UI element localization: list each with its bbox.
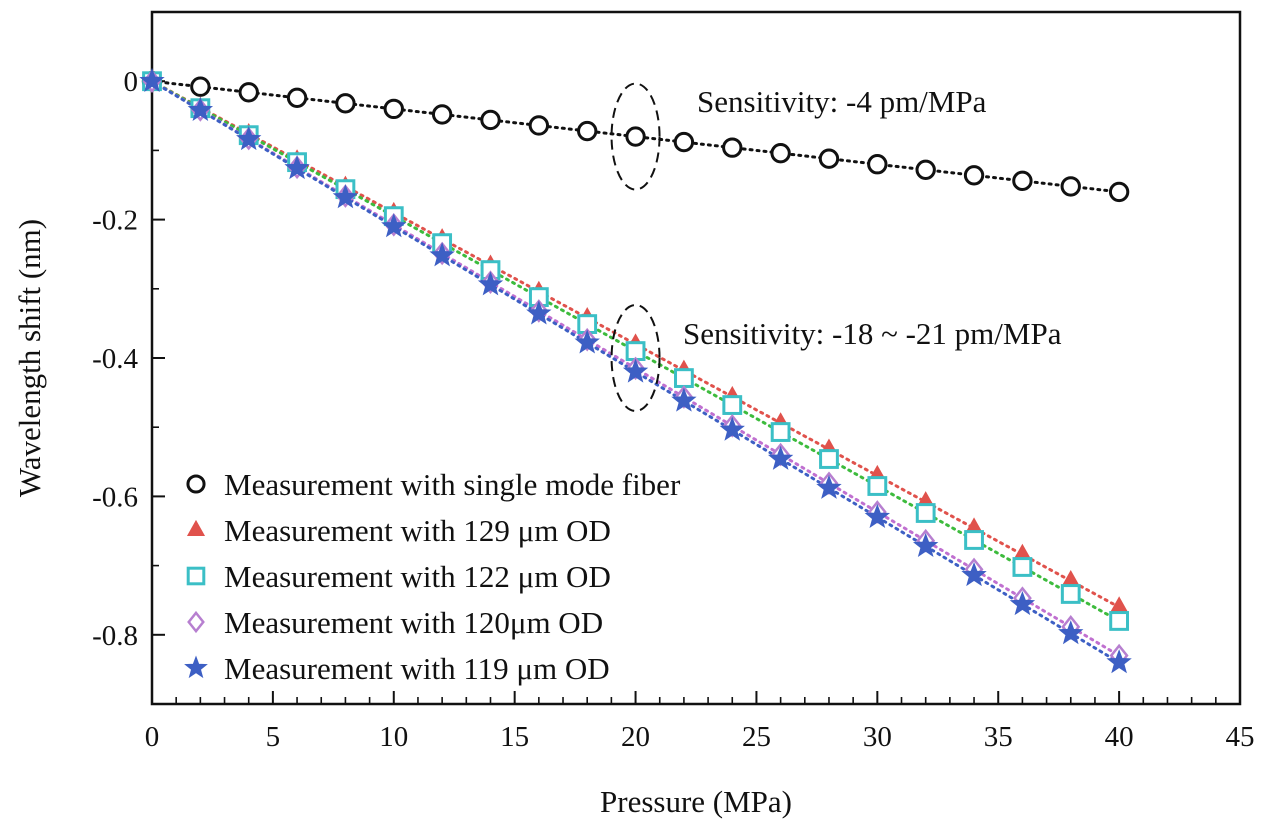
x-tick-label: 5 [266,721,281,753]
legend-label: Measurement with 129 μm OD [224,513,611,548]
x-tick-label: 30 [863,721,892,753]
data-point-circle [528,115,550,136]
data-point-circle [480,109,501,131]
fit-line [150,79,1121,609]
data-point-star [1009,591,1036,616]
ticks-layer: 0 5 10 15 20 25 30 35 40 45 0 -0.2 -0.4 -0.6 -0.8 [92,11,1255,753]
data-point-star [1106,649,1132,674]
data-point-circle [673,131,695,153]
data-point-star [477,271,504,296]
data-point-square [964,530,984,550]
data-point-square [770,422,791,442]
data-point-circle [915,159,936,180]
data-point-circle [286,87,308,108]
annotations-layer: Sensitivity: -4 pm/MPa Sensitivity: -18 ~… [683,84,1062,351]
data-point-star [671,387,697,412]
data-point-star [719,416,745,441]
data-point-star [913,532,939,558]
data-point-star [332,184,359,209]
data-point-circle [383,98,404,120]
y-tick-label: -0.8 [92,620,138,652]
legend-label: Measurement with 119 μm OD [224,651,610,686]
x-tick-label: 45 [1226,721,1255,753]
y-axis-title: Wavelength shift (nm) [12,219,47,497]
legend-marker-diamond [187,610,205,634]
data-point-circle [722,137,743,158]
legend-marker-circle [186,474,206,494]
x-tick-label: 0 [145,721,160,753]
legend-label: Measurement with 120μm OD [224,605,603,640]
data-point-star [574,329,600,354]
x-tick-label: 25 [742,721,771,753]
data-point-star [284,155,310,180]
y-tick-label: 0 [124,66,139,98]
legend-marker-triangle [186,519,206,536]
data-point-circle [1012,170,1033,192]
legend-marker-star [184,655,208,679]
x-tick-label: 40 [1105,721,1134,753]
fit-line [150,79,1121,664]
data-point-square [1060,584,1081,604]
fit-line [150,79,1121,194]
annotation-text: Sensitivity: -4 pm/MPa [697,84,987,119]
x-tick-label: 35 [984,721,1013,753]
data-point-star [622,358,649,383]
data-point-star [816,474,842,499]
legend: Measurement with single mode fiber Measur… [184,467,681,686]
data-point-star [864,503,891,528]
data-point-square [1012,557,1033,577]
annotation-ellipses [610,82,661,412]
data-point-star [961,561,987,587]
data-point-star [236,126,262,151]
data-point-circle [1060,176,1081,197]
x-tick-label: 20 [621,721,650,753]
data-point-circle [963,165,985,186]
data-point-circle [577,120,598,142]
legend-marker-square [186,566,206,586]
data-point-circle [335,93,356,114]
data-point-star [429,242,455,267]
data-point-circle [867,154,888,175]
data-point-circle [625,126,646,147]
annotation-ellipse [610,82,661,191]
data-point-square [915,503,936,523]
data-point-star [526,300,552,325]
data-point-circle [1108,181,1130,203]
data-point-star [187,96,214,122]
data-point-star [1058,620,1084,645]
data-point-circle [190,76,211,97]
data-point-square [867,476,888,496]
data-point-square [722,395,743,415]
y-tick-label: -0.6 [92,481,138,513]
x-tick-label: 15 [500,721,529,753]
data-point-circle [818,148,840,169]
data-point-star [381,213,407,238]
data-point-square [1109,611,1130,631]
markers-layer [139,67,1132,674]
data-point-star [767,445,794,470]
data-point-square [674,368,694,388]
x-axis-title: Pressure (MPa) [600,784,792,819]
data-point-circle [770,142,791,164]
y-tick-label: -0.4 [92,343,138,375]
legend-label: Measurement with single mode fiber [224,467,681,502]
y-tick-label: -0.2 [92,205,138,237]
data-point-circle [431,104,453,125]
x-tick-label: 10 [379,721,408,753]
data-point-square [819,449,839,469]
data-point-circle [238,82,259,103]
annotation-text: Sensitivity: -18 ~ -21 pm/MPa [683,316,1062,351]
legend-label: Measurement with 122 μm OD [224,559,611,594]
data-point-star [139,67,165,92]
annotation-ellipse [610,304,661,412]
